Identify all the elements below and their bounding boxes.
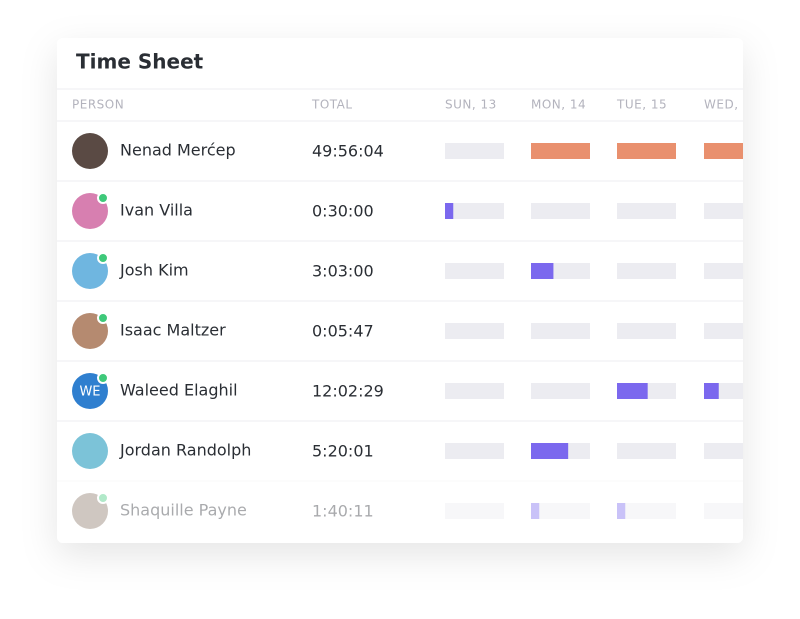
day-bar — [531, 143, 590, 159]
day-track — [704, 323, 743, 339]
day-track — [445, 323, 504, 339]
day-track — [704, 263, 743, 279]
day-track — [445, 203, 504, 219]
card — [57, 38, 743, 543]
day-bar — [531, 503, 540, 519]
column-header: TOTAL — [311, 98, 353, 112]
total-time: 12:02:29 — [312, 382, 384, 401]
title: Time Sheet — [76, 50, 204, 74]
total-time: 5:20:01 — [312, 442, 374, 461]
status-dot — [97, 192, 109, 204]
column-header: MON, 14 — [531, 98, 586, 112]
row: Shaquille Payne 1:40:11 — [57, 480, 743, 529]
day-track — [445, 383, 504, 399]
day-track — [531, 203, 590, 219]
day-bar — [531, 443, 569, 459]
avatar — [72, 433, 108, 469]
status-dot — [97, 252, 109, 264]
total-time: 49:56:04 — [312, 142, 384, 161]
day-bar — [617, 143, 676, 159]
total-time: 1:40:11 — [312, 502, 374, 521]
row: Nenad Merćep 49:56:04 — [57, 120, 743, 169]
day-track — [445, 263, 504, 279]
person-name: Nenad Merćep — [120, 141, 236, 160]
day-track — [704, 503, 743, 519]
status-dot — [97, 312, 109, 324]
day-track — [445, 143, 504, 159]
day-track — [531, 383, 590, 399]
day-track — [445, 503, 504, 519]
day-bar — [531, 263, 554, 279]
column-header: WED, — [704, 98, 739, 112]
day-track — [617, 503, 676, 519]
day-track — [531, 503, 590, 519]
total-time: 0:05:47 — [312, 322, 374, 341]
row: WE Waleed Elaghil 12:02:29 — [57, 360, 743, 409]
day-track — [617, 323, 676, 339]
day-track — [617, 443, 676, 459]
row: Isaac Maltzer 0:05:47 — [57, 300, 743, 349]
day-track — [617, 203, 676, 219]
table: Time Sheet PERSON TOTAL SUN, 13 MON, 14 TUE,… — [57, 50, 743, 529]
day-bar — [704, 143, 743, 159]
day-bar — [445, 203, 454, 219]
status-dot — [97, 372, 109, 384]
column-header: SUN, 13 — [445, 98, 497, 112]
row: Ivan Villa 0:30:00 — [57, 180, 743, 229]
person-name: Shaquille Payne — [120, 501, 247, 520]
person-name: Waleed Elaghil — [120, 381, 238, 400]
day-track — [617, 263, 676, 279]
total-time: 0:30:00 — [312, 202, 374, 221]
day-bar — [704, 383, 719, 399]
total-time: 3:03:00 — [312, 262, 374, 281]
avatar-initials: WE — [79, 385, 100, 400]
day-track — [445, 443, 504, 459]
day-bar — [617, 503, 626, 519]
day-track — [531, 323, 590, 339]
row: Josh Kim 3:03:00 — [57, 240, 743, 289]
person-name: Jordan Randolph — [119, 441, 251, 460]
person-name: Josh Kim — [119, 261, 189, 280]
column-header: PERSON — [72, 98, 124, 112]
day-bar — [617, 383, 648, 399]
status-dot — [97, 492, 109, 504]
avatar — [72, 133, 108, 169]
day-track — [704, 203, 743, 219]
day-track — [704, 443, 743, 459]
row: Jordan Randolph 5:20:01 — [57, 420, 743, 469]
person-name: Ivan Villa — [120, 201, 193, 220]
avatar — [72, 493, 108, 529]
person-name: Isaac Maltzer — [120, 321, 226, 340]
column-header: TUE, 15 — [616, 98, 667, 112]
